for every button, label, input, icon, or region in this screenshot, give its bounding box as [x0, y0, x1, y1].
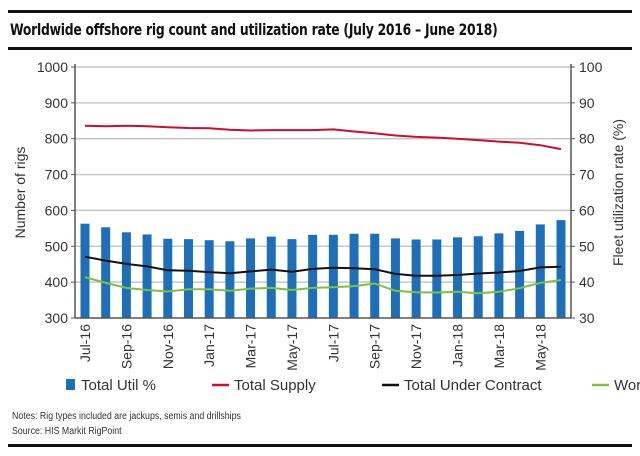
x-tick-label: Jan-18 [450, 324, 466, 367]
bar-total-util [246, 238, 256, 318]
source: Source: HIS Markit RigPoint [12, 426, 122, 437]
bar-total-util [266, 236, 276, 318]
bar-total-util [225, 241, 235, 318]
bar-total-util [535, 224, 545, 318]
y2-axis-title: Fleet utilization rate (%) [610, 119, 626, 266]
bar-total-util [390, 238, 400, 318]
x-tick-label: May-17 [284, 324, 300, 371]
y2-tick-label: 30 [579, 310, 595, 326]
x-tick-label: Nov-17 [408, 324, 424, 369]
x-tick-label: Sep-17 [367, 324, 383, 369]
y2-tick-label: 60 [579, 202, 595, 218]
y-tick-label: 500 [45, 238, 69, 254]
x-tick-label: Mar-17 [243, 324, 259, 369]
legend-label: Working [614, 377, 640, 394]
bar-total-util [80, 223, 90, 318]
bar-total-util [453, 237, 463, 318]
line-total-supply [84, 124, 562, 151]
x-tick-label: Jul-17 [325, 324, 341, 362]
x-tick-label: Jan-17 [201, 324, 217, 367]
chart: 300 400 500 600 700 800 900 1000 30 40 50 60 70 80 90 1… [12, 59, 640, 394]
y2-tick-label: 100 [579, 59, 603, 75]
line-total-under-contract [84, 255, 562, 277]
legend-swatch-bar [66, 379, 75, 390]
bar-total-util [204, 240, 214, 318]
y-tick-label: 300 [45, 310, 69, 326]
bar-total-util [494, 233, 504, 318]
notes: Notes: Rig types included are jackups, s… [12, 411, 241, 422]
bar-total-util [411, 239, 421, 318]
y2-tick-label: 90 [579, 95, 595, 111]
bar-total-util [163, 238, 173, 318]
y-axis-title: Number of rigs [12, 147, 28, 239]
y-tick-label: 400 [45, 274, 69, 290]
legend-label: Total Supply [234, 377, 316, 394]
bar-total-util [121, 232, 131, 318]
bar-total-util [183, 239, 193, 318]
y2-tick-label: 80 [579, 131, 595, 147]
x-tick-label: Jul-16 [77, 324, 93, 362]
y-tick-label: 1000 [37, 59, 68, 75]
bar-total-util [556, 220, 566, 318]
bar-total-util [473, 236, 483, 318]
chart-title: Worldwide offshore rig count and utiliza… [10, 20, 498, 39]
x-tick-label: May-18 [532, 324, 548, 371]
x-tick-label: Mar-18 [491, 324, 507, 369]
legend-label: Total Util % [81, 377, 156, 394]
y-tick-label: 600 [45, 202, 69, 218]
y2-tick-label: 70 [579, 167, 595, 183]
y-tick-label: 900 [45, 95, 69, 111]
title-rule [8, 47, 632, 50]
bar-total-util [432, 239, 442, 318]
bar-total-util [328, 234, 338, 318]
legend-label: Total Under Contract [404, 377, 542, 394]
y2-tick-label: 40 [579, 274, 595, 290]
bar-total-util [101, 227, 111, 318]
bar-total-util [287, 239, 297, 318]
x-tick-label: Nov-16 [160, 324, 176, 369]
bar-total-util [142, 234, 152, 318]
bar-total-util [515, 230, 525, 318]
bar-total-util [308, 234, 318, 318]
bar-total-util [370, 233, 380, 318]
y2-tick-label: 50 [579, 238, 595, 254]
x-tick-label: Sep-16 [118, 324, 134, 369]
bar-total-util [349, 233, 359, 318]
bottom-rule [8, 444, 632, 447]
y-tick-label: 800 [45, 131, 69, 147]
line-working [84, 276, 562, 295]
y-tick-label: 700 [45, 167, 69, 183]
top-rule [8, 10, 632, 13]
